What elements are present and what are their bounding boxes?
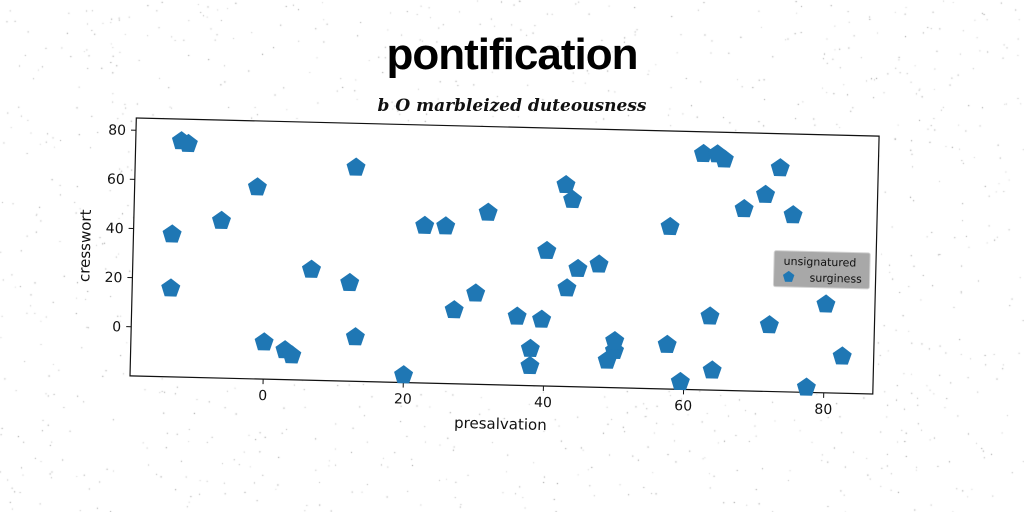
data-point (756, 184, 776, 203)
data-point (254, 332, 274, 351)
chart-title: pontification (386, 30, 639, 79)
data-point (282, 345, 302, 364)
chart-subtitle: b O marbleized duteousness (377, 96, 647, 116)
data-point (700, 306, 720, 325)
data-point (783, 205, 803, 224)
data-point (532, 309, 552, 328)
data-point (693, 143, 713, 163)
data-point (556, 174, 576, 194)
data-points (161, 131, 852, 396)
y-axis-label: cresswort (75, 209, 95, 282)
data-point (520, 355, 540, 375)
y-tick-label: 40 (106, 221, 124, 237)
data-point (759, 315, 779, 334)
x-ticks: 0 20 40 60 80 (258, 379, 832, 418)
data-point (537, 240, 557, 260)
plot-frame (129, 117, 880, 395)
data-point (247, 177, 267, 196)
legend-title: unsignatured (783, 255, 856, 270)
x-tick-label: 40 (534, 395, 552, 411)
y-tick-label: 0 (112, 319, 121, 335)
data-point (832, 346, 852, 365)
legend-box (772, 250, 871, 290)
legend-entry: surginess (809, 271, 862, 285)
data-point (657, 334, 677, 354)
data-point (605, 331, 625, 350)
data-point (563, 189, 583, 209)
legend-marker (782, 270, 795, 282)
data-point (340, 272, 360, 292)
x-tick-label: 60 (674, 398, 692, 414)
y-tick-label: 60 (107, 172, 125, 188)
data-point (734, 199, 754, 218)
y-tick-label: 20 (104, 270, 122, 286)
data-point (478, 202, 498, 221)
data-point (212, 210, 231, 230)
data-point (557, 278, 577, 297)
x-tick-label: 0 (258, 388, 267, 404)
data-point (301, 259, 322, 278)
data-point (589, 254, 609, 273)
data-point (161, 278, 181, 297)
data-point (415, 215, 435, 234)
data-point (436, 216, 456, 235)
data-point (178, 133, 198, 153)
legend: unsignatured surginess (772, 250, 871, 290)
data-point (444, 300, 464, 319)
data-point (394, 365, 414, 384)
data-point (816, 294, 836, 313)
data-point (670, 371, 690, 391)
data-point (520, 338, 540, 357)
data-point (770, 158, 790, 177)
data-point (714, 149, 734, 168)
y-ticks: 0 20 40 60 80 (104, 123, 137, 335)
data-point (346, 157, 366, 176)
data-point (466, 283, 486, 302)
x-tick-label: 20 (394, 391, 412, 407)
plot-group: 0 20 40 60 80 0 20 40 60 80 presalvation cresswo… (75, 117, 880, 434)
data-point (162, 224, 182, 243)
x-axis-label: presalvation (454, 414, 547, 434)
data-point (660, 216, 680, 236)
x-tick-label: 80 (814, 402, 832, 418)
data-point (796, 377, 816, 396)
data-point (507, 306, 527, 325)
data-point (702, 360, 722, 379)
y-tick-label: 80 (108, 123, 126, 139)
data-point (345, 327, 365, 346)
data-point (568, 258, 588, 278)
